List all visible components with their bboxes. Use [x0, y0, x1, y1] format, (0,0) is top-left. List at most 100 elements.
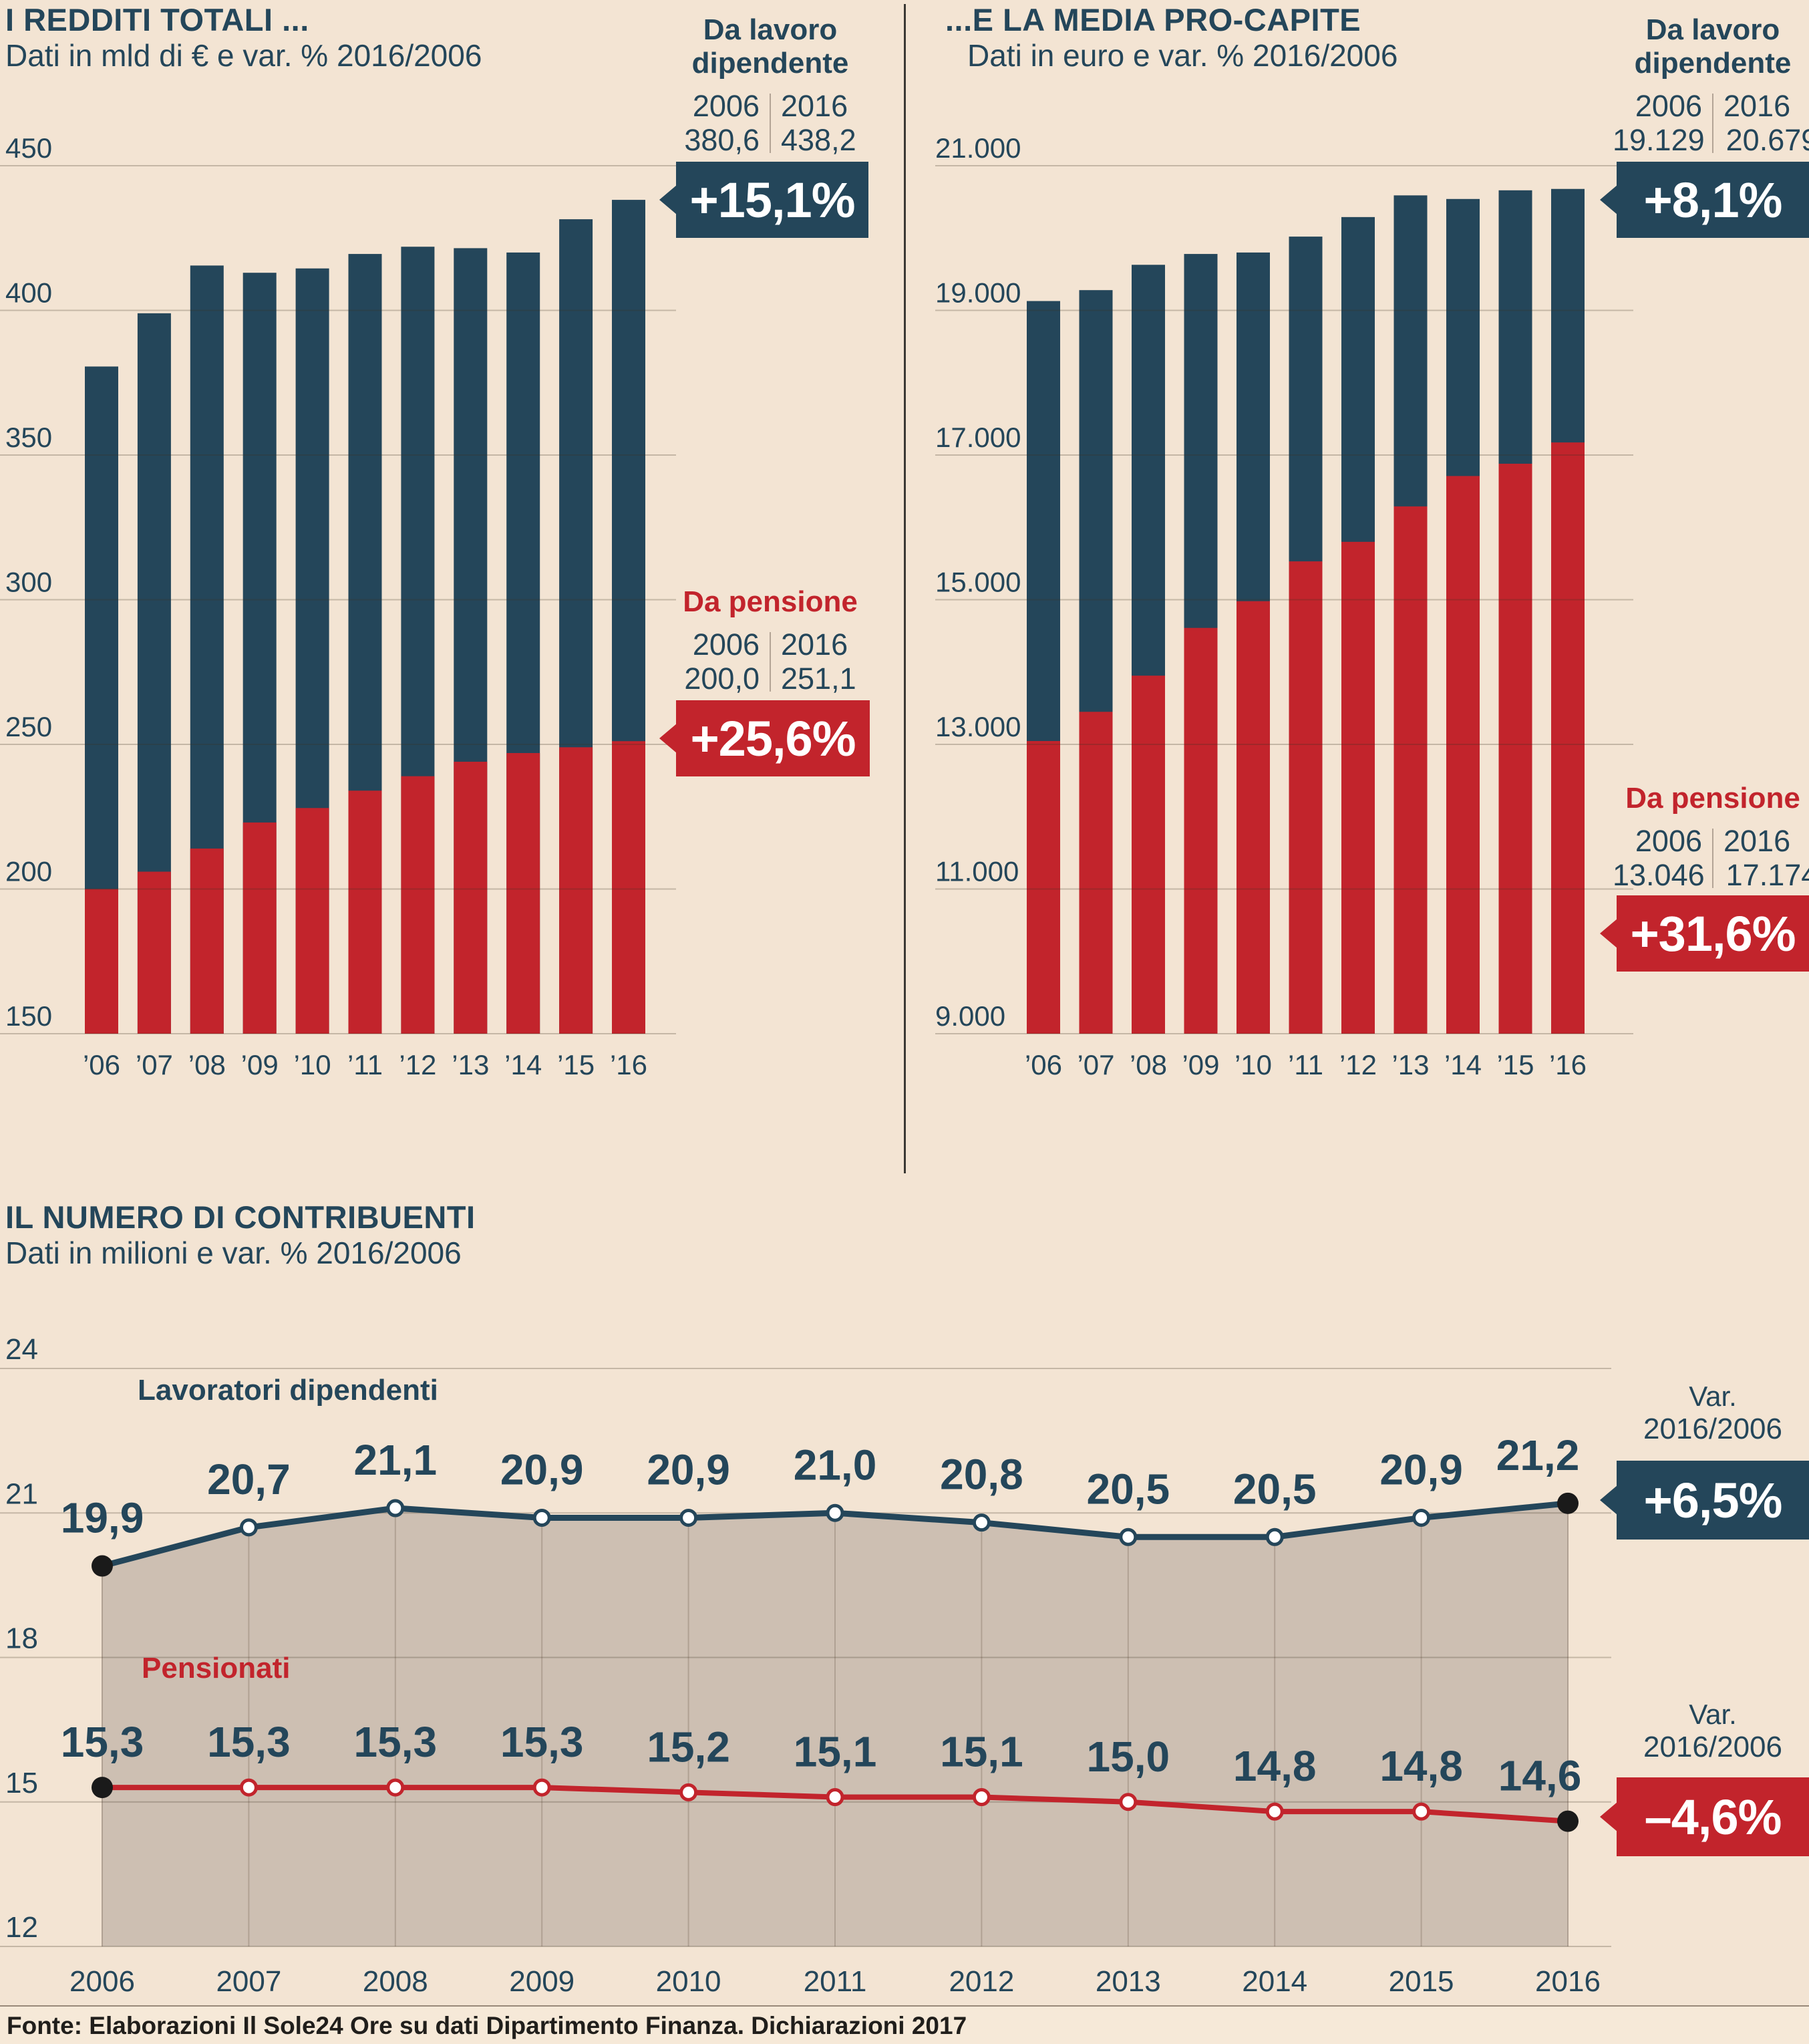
- chart-redditi: 450 400 350 300 250 200 150 ’06 ’07 ’08 ’09 ’10 ’11 ’…: [0, 132, 676, 1080]
- value-right: 17.174: [1725, 857, 1809, 892]
- x-tick-label: ’09: [1182, 1049, 1219, 1080]
- x-tick-label: ’14: [1444, 1049, 1482, 1080]
- y-tick-label: 15: [5, 1767, 38, 1799]
- data-dot: [1412, 1508, 1431, 1527]
- x-tick-label: 2006: [69, 1965, 135, 1998]
- var-period: 2016/2006: [1643, 1413, 1782, 1445]
- year-right: 2016: [1723, 89, 1791, 124]
- legend-years-values: 2006 2016 19.129 20.679: [1613, 89, 1809, 157]
- chart2-badge-lavoro: +8,1%: [1617, 162, 1809, 238]
- legend-title: Da lavoro dipendente: [691, 13, 849, 80]
- source-text: Fonte: Elaborazioni Il Sole24 Ore su dat…: [7, 2012, 967, 2039]
- bar-10: [1237, 601, 1270, 1034]
- bar-15: [1498, 463, 1532, 1034]
- value-label-lavoratori: 20,9: [500, 1445, 584, 1493]
- x-tick-label: ’12: [1339, 1049, 1377, 1080]
- endpoint-dot: [1557, 1492, 1579, 1514]
- var-period: 2016/2006: [1643, 1731, 1782, 1763]
- chart-procapite: 21.000 19.000 17.000 15.000 13.000 11.000 9.00…: [935, 132, 1633, 1080]
- x-tick-label: 2013: [1096, 1965, 1161, 1998]
- data-dot: [1119, 1793, 1138, 1811]
- chart3-title: IL NUMERO DI CONTRIBUENTI: [5, 1199, 476, 1235]
- chart3-subtitle: Dati in milioni e var. % 2016/2006: [5, 1235, 462, 1270]
- y-tick-label: 450: [5, 132, 52, 164]
- x-tick-label: 2007: [216, 1965, 281, 1998]
- x-tick-label: ’16: [610, 1049, 647, 1080]
- x-tick-label: ’10: [294, 1049, 331, 1080]
- legend-title: Da pensione: [683, 585, 858, 618]
- bar-09: [242, 822, 277, 1034]
- value-label-lavoratori: 21,1: [354, 1436, 438, 1484]
- chart2-legend-lavoro: Da lavoro dipendente 2006 2016 19.129 20.67…: [1613, 13, 1809, 157]
- x-tick-label: 2015: [1389, 1965, 1454, 1998]
- var-label: Var.: [1689, 1699, 1737, 1730]
- data-dot: [972, 1788, 991, 1807]
- x-tick-label: ’13: [1391, 1049, 1429, 1080]
- x-tick-label: ’06: [1025, 1049, 1062, 1080]
- x-tick-label: ’15: [1496, 1049, 1534, 1080]
- data-dot: [532, 1778, 551, 1797]
- value-right: 20.679: [1725, 122, 1809, 157]
- chart2-subtitle: Dati in euro e var. % 2016/2006: [967, 38, 1398, 73]
- data-dot: [239, 1778, 258, 1797]
- chart3-badge-pensionati: –4,6%: [1617, 1777, 1809, 1856]
- source-strip: Fonte: Elaborazioni Il Sole24 Ore su dat…: [0, 2005, 1809, 2044]
- value-left: 200,0: [684, 661, 760, 696]
- bar-10: [295, 808, 329, 1034]
- legend-years-values: 2006 2016 380,6 438,2: [670, 89, 870, 157]
- label-pensionati: Pensionati: [142, 1652, 291, 1685]
- bar-13: [454, 761, 488, 1034]
- bar-08: [190, 848, 224, 1034]
- x-tick-label: 2009: [509, 1965, 574, 1998]
- y-tick-label: 200: [5, 856, 52, 887]
- bar-07: [1079, 712, 1113, 1034]
- x-tick-label: 2008: [363, 1965, 428, 1998]
- y-tick-label: 21.000: [935, 132, 1021, 164]
- y-tick-label: 13.000: [935, 711, 1021, 742]
- value-left: 13.046: [1613, 857, 1705, 892]
- bar-16: [1551, 442, 1585, 1034]
- value-left: 19.129: [1613, 122, 1705, 157]
- y-tick-label: 350: [5, 422, 52, 453]
- value-label-lavoratori: 21,0: [794, 1441, 877, 1489]
- value-label-pensionati: 15,3: [207, 1718, 291, 1766]
- data-dot: [386, 1778, 405, 1797]
- value-label-lavoratori: 20,7: [207, 1455, 291, 1503]
- x-tick-label: ’07: [1077, 1049, 1114, 1080]
- year-left: 2006: [692, 627, 760, 662]
- value-label-lavoratori: 21,2: [1496, 1431, 1580, 1479]
- data-dot: [1119, 1527, 1138, 1546]
- y-tick-label: 19.000: [935, 277, 1021, 309]
- legend-title: Da pensione: [1625, 782, 1800, 815]
- value-label-pensionati: 15,1: [794, 1728, 877, 1776]
- y-tick-label: 18: [5, 1622, 38, 1655]
- endpoint-dot: [1557, 1810, 1579, 1832]
- x-tick-label: ’12: [399, 1049, 436, 1080]
- data-dot: [679, 1508, 698, 1527]
- x-tick-label: 2010: [656, 1965, 721, 1998]
- x-tick-label: ’10: [1235, 1049, 1272, 1080]
- bar-12: [401, 776, 435, 1034]
- data-dot: [826, 1503, 844, 1522]
- bar-15: [559, 747, 593, 1034]
- value-label-lavoratori: 20,9: [1379, 1445, 1463, 1493]
- y-tick-label: 24: [5, 1333, 38, 1366]
- value-label-pensionati: 14,8: [1233, 1742, 1317, 1790]
- y-tick-label: 21: [5, 1477, 38, 1510]
- chart3-badge-lavoratori: +6,5%: [1617, 1461, 1809, 1540]
- x-tick-label: 2016: [1535, 1965, 1601, 1998]
- y-tick-label: 250: [5, 711, 52, 742]
- chart-redditi-bars-pensione: [85, 741, 645, 1034]
- legend-years-values: 2006 2016 200,0 251,1: [670, 627, 870, 696]
- data-dot: [532, 1508, 551, 1527]
- data-dot: [1412, 1802, 1431, 1821]
- bar-07: [137, 871, 171, 1034]
- bar-12: [1341, 541, 1375, 1034]
- y-tick-label: 12: [5, 1911, 38, 1944]
- x-tick-label: ’08: [188, 1049, 226, 1080]
- value-label-lavoratori: 20,8: [940, 1451, 1023, 1499]
- x-tick-label: ’16: [1549, 1049, 1587, 1080]
- bar-09: [1184, 627, 1218, 1034]
